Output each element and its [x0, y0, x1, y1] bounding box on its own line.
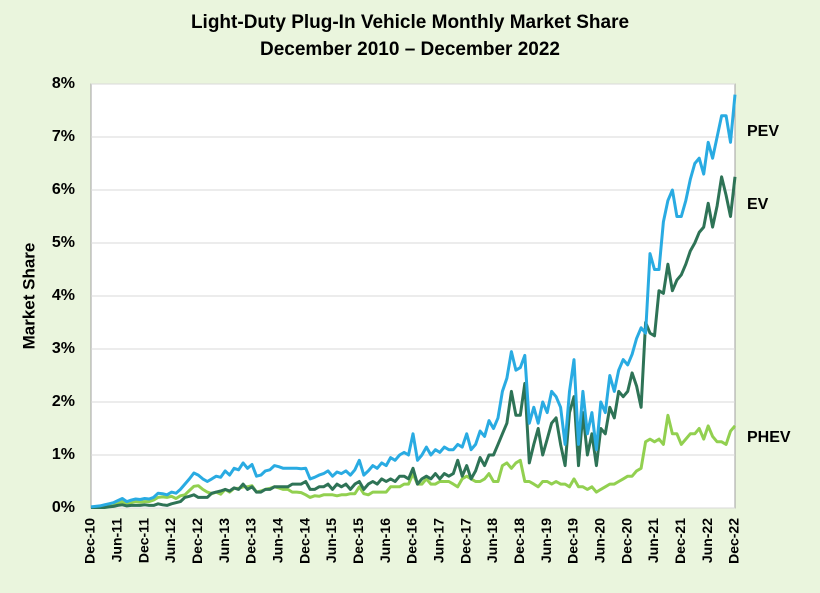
x-tick-label: Jun-14: [270, 518, 286, 563]
x-tick-label: Jun-15: [323, 518, 339, 563]
y-tick-label: 2%: [52, 393, 75, 410]
x-tick-label: Dec-11: [135, 518, 151, 563]
series-label: PEV: [747, 123, 779, 140]
x-tick-label: Dec-21: [672, 518, 688, 564]
x-tick-label: Dec-16: [404, 518, 420, 564]
x-tick-label: Jun-17: [431, 518, 447, 563]
x-tick-label: Dec-18: [511, 518, 527, 564]
y-tick-label: 1%: [52, 446, 75, 463]
x-tick-label: Jun-22: [699, 518, 715, 563]
x-tick-label: Jun-19: [538, 518, 554, 563]
x-tick-label: Dec-19: [565, 518, 581, 564]
x-tick-label: Jun-20: [592, 518, 608, 563]
y-tick-label: 5%: [52, 234, 75, 251]
series-line: [90, 94, 737, 509]
y-tick-label: 4%: [52, 287, 75, 304]
x-tick-label: Dec-20: [618, 518, 634, 564]
chart-subtitle: December 2010 – December 2022: [260, 39, 560, 60]
x-tick-label: Jun-21: [645, 518, 661, 563]
series-label: PHEV: [747, 429, 791, 446]
lines: [90, 94, 737, 509]
y-tick-label: 6%: [52, 181, 75, 198]
series-line: [91, 175, 737, 509]
grid: [91, 83, 735, 509]
x-tick-label: Dec-12: [189, 518, 205, 564]
y-tick-label: 3%: [52, 340, 75, 357]
x-tick-label: Jun-13: [216, 518, 232, 563]
y-axis-label: Market Share: [19, 243, 38, 350]
x-tick-label: Dec-15: [350, 518, 366, 564]
x-tick-label: Jun-16: [377, 518, 393, 563]
y-tick-label: 0%: [52, 499, 75, 516]
chart-title: Light-Duty Plug-In Vehicle Monthly Marke…: [191, 12, 629, 33]
y-tick-label: 7%: [52, 128, 75, 145]
y-tick-label: 8%: [52, 75, 75, 92]
x-tick-label: Dec-10: [82, 518, 98, 564]
x-tick-label: Jun-18: [484, 518, 500, 563]
x-tick-label: Dec-13: [243, 518, 259, 564]
x-tick-label: Dec-14: [296, 518, 312, 564]
x-tick-label: Jun-11: [109, 518, 125, 563]
x-tick-label: Dec-22: [726, 518, 742, 564]
x-tick-label: Dec-17: [457, 518, 473, 564]
series-label: EV: [747, 196, 769, 213]
x-tick-label: Jun-12: [162, 518, 178, 563]
